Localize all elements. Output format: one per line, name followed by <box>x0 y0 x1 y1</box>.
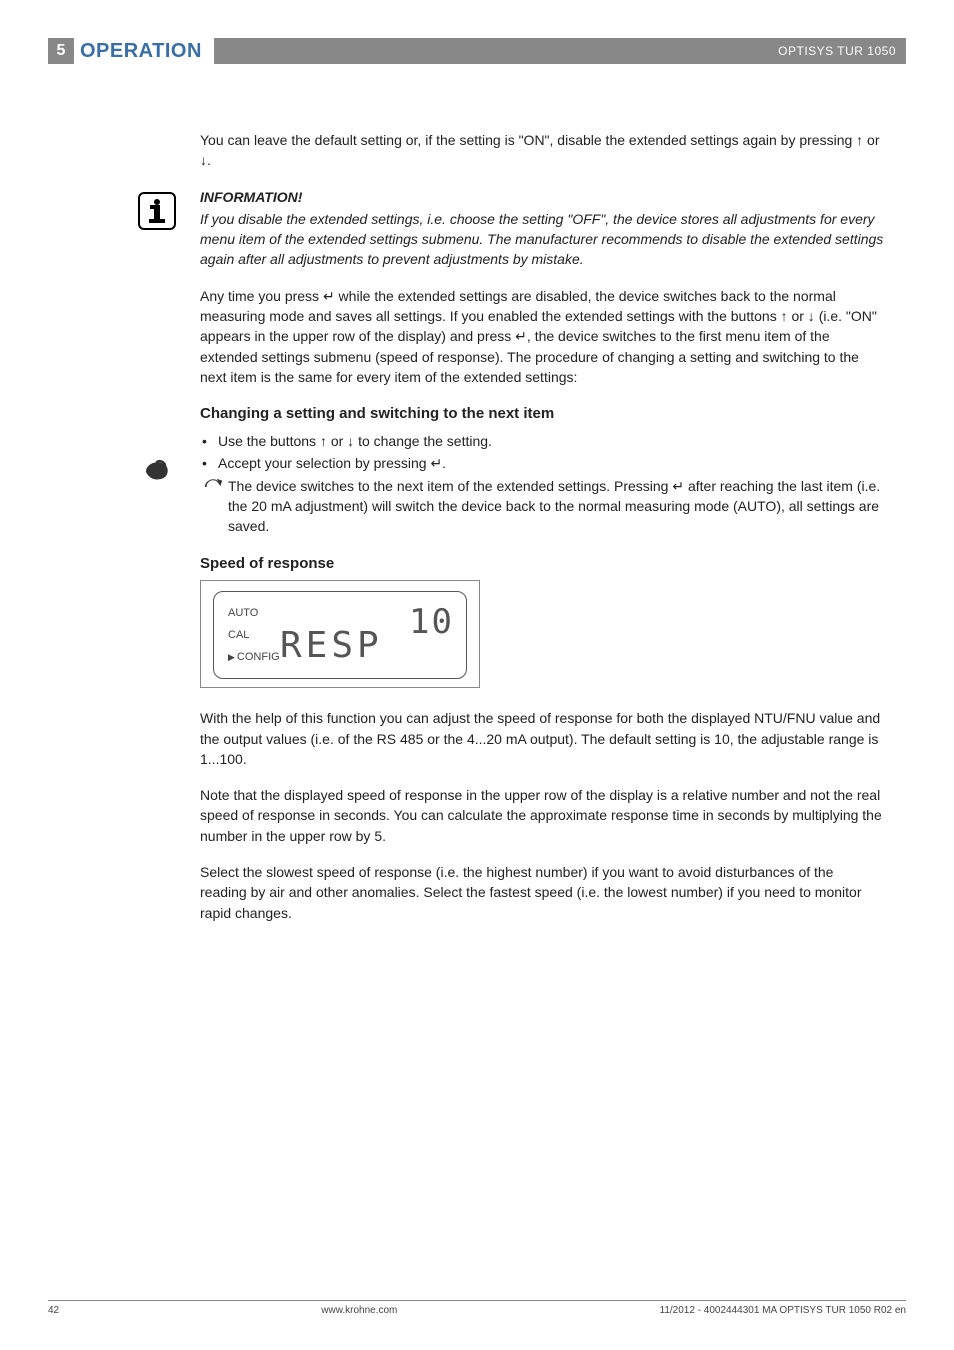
info-block: INFORMATION! If you disable the extended… <box>200 187 884 270</box>
display-label-auto: AUTO <box>228 602 280 624</box>
display-value-top: 10 <box>409 598 454 647</box>
info-body: If you disable the extended settings, i.… <box>200 209 884 270</box>
display-label-config: ▶CONFIG <box>228 646 280 668</box>
info-heading: INFORMATION! <box>200 187 884 207</box>
speed-heading: Speed of response <box>200 553 884 575</box>
speed-p1: With the help of this function you can a… <box>200 708 884 769</box>
procedure-step-1: Use the buttons ↑ or ↓ to change the set… <box>200 431 884 451</box>
section-title: OPERATION <box>74 38 214 64</box>
display-figure: AUTO CAL ▶CONFIG 10 RESP <box>200 580 480 688</box>
result-arrow-icon <box>200 476 228 537</box>
procedure-list: Use the buttons ↑ or ↓ to change the set… <box>200 431 884 474</box>
paragraph-after-info: Any time you press ↵ while the extended … <box>200 286 884 387</box>
footer-url: www.krohne.com <box>321 1305 397 1316</box>
info-icon-container <box>138 192 182 230</box>
speed-p2: Note that the displayed speed of respons… <box>200 785 884 846</box>
display-value-word: RESP <box>280 620 383 672</box>
hand-icon <box>142 454 172 489</box>
intro-paragraph: You can leave the default setting or, if… <box>200 130 884 171</box>
procedure-heading: Changing a setting and switching to the … <box>200 403 884 425</box>
footer: 42 www.krohne.com 11/2012 - 4002444301 M… <box>48 1300 906 1316</box>
header-left: 5 OPERATION <box>48 38 214 64</box>
procedure-result-row: The device switches to the next item of … <box>200 476 884 537</box>
section-number: 5 <box>48 38 74 64</box>
procedure-result-text: The device switches to the next item of … <box>228 476 884 537</box>
display-label-cal: CAL <box>228 624 280 646</box>
display-label-config-text: CONFIG <box>237 651 280 663</box>
display-inner: AUTO CAL ▶CONFIG 10 RESP <box>213 591 467 679</box>
content-area: You can leave the default setting or, if… <box>200 130 884 939</box>
speed-p3: Select the slowest speed of response (i.… <box>200 862 884 923</box>
header-bar: 5 OPERATION OPTISYS TUR 1050 <box>48 38 906 64</box>
info-icon <box>138 192 176 230</box>
procedure-block: Changing a setting and switching to the … <box>200 403 884 536</box>
footer-page: 42 <box>48 1305 59 1316</box>
footer-doc: 11/2012 - 4002444301 MA OPTISYS TUR 1050… <box>660 1305 906 1316</box>
product-name: OPTISYS TUR 1050 <box>778 44 896 58</box>
procedure-step-2: Accept your selection by pressing ↵. <box>200 453 884 473</box>
display-labels: AUTO CAL ▶CONFIG <box>228 602 280 668</box>
